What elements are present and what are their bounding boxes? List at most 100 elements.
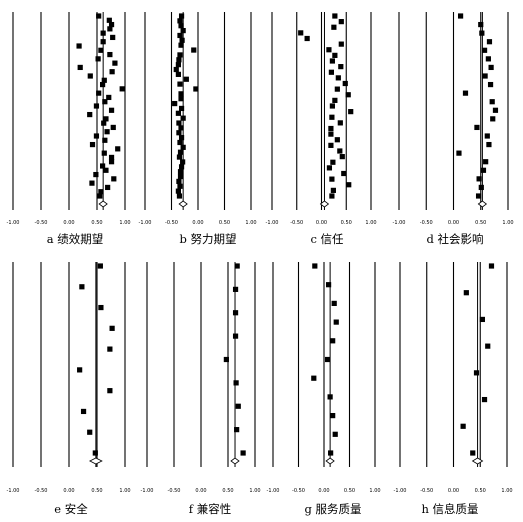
study-marker — [101, 120, 107, 126]
panel-caption: b 努力期望 — [179, 232, 236, 246]
study-marker — [98, 47, 104, 53]
study-marker — [235, 403, 241, 409]
study-marker — [98, 189, 104, 195]
study-marker — [178, 91, 184, 97]
pooled-diamond — [98, 200, 108, 208]
study-marker — [178, 105, 185, 112]
study-marker — [178, 96, 184, 102]
pooled-diamond — [230, 457, 240, 465]
x-tick-label: 0.00 — [448, 220, 459, 226]
panel-caption: f 兼容性 — [189, 502, 231, 516]
study-marker — [331, 24, 337, 30]
x-tick-label: -1.00 — [393, 220, 406, 226]
study-marker — [119, 86, 125, 92]
x-tick-label: 1.00 — [119, 488, 130, 494]
study-marker — [177, 183, 183, 189]
x-tick-label: -0.50 — [290, 220, 303, 226]
study-marker — [106, 17, 112, 23]
study-marker — [329, 103, 335, 109]
study-marker — [333, 319, 339, 325]
study-marker — [101, 150, 107, 156]
study-marker — [324, 356, 331, 363]
study-marker — [173, 66, 179, 73]
study-marker — [481, 396, 488, 403]
study-marker — [104, 129, 110, 135]
study-marker — [332, 97, 338, 103]
study-marker — [335, 75, 341, 81]
study-marker — [332, 13, 338, 19]
study-marker — [331, 300, 337, 306]
x-tick-label: 1.00 — [245, 220, 256, 226]
study-marker — [234, 263, 240, 269]
study-marker — [191, 47, 197, 53]
study-marker — [326, 165, 333, 171]
pooled-diamond — [319, 200, 330, 208]
study-marker — [115, 146, 121, 152]
x-tick-label: -0.50 — [35, 488, 48, 494]
study-marker — [87, 429, 93, 435]
study-marker — [482, 73, 488, 79]
study-marker — [79, 284, 85, 290]
study-marker — [108, 107, 115, 113]
study-marker — [93, 171, 99, 178]
study-marker — [334, 86, 340, 92]
study-marker — [463, 290, 469, 296]
study-marker — [111, 176, 117, 182]
study-marker — [485, 343, 491, 349]
study-marker — [334, 137, 340, 143]
study-marker — [177, 173, 184, 180]
panel-caption: e 安全 — [54, 502, 88, 516]
study-marker — [107, 51, 113, 58]
study-marker — [175, 110, 181, 116]
pooled-diamond — [178, 200, 188, 208]
study-marker — [177, 18, 183, 24]
study-marker — [102, 137, 108, 143]
x-tick-label: 0.00 — [316, 220, 327, 226]
pooled-diamond — [325, 457, 335, 465]
study-marker — [338, 41, 344, 47]
study-marker — [329, 176, 335, 182]
study-marker — [107, 26, 113, 32]
study-marker — [193, 86, 199, 92]
study-marker — [95, 56, 101, 62]
x-tick-label: 0.00 — [195, 488, 206, 494]
study-marker — [474, 124, 480, 131]
x-tick-label: -0.50 — [420, 488, 433, 494]
study-marker — [172, 100, 178, 107]
x-tick-label: 0.50 — [475, 220, 486, 226]
study-marker — [108, 21, 115, 28]
study-marker — [77, 367, 83, 373]
study-marker — [345, 92, 351, 98]
study-marker — [177, 139, 183, 146]
study-marker — [89, 180, 95, 186]
study-marker — [178, 13, 185, 19]
study-marker — [175, 188, 181, 194]
study-marker — [330, 159, 336, 165]
panel-caption: g 服务质量 — [304, 502, 361, 516]
forest-panel-f: -1.00 -0.50 0.00 0.50 1.00 f 兼容性 — [141, 262, 261, 516]
study-marker — [96, 90, 102, 96]
x-tick-label: 0.50 — [91, 488, 102, 494]
study-marker — [325, 282, 332, 288]
study-marker — [178, 23, 184, 29]
study-marker — [96, 13, 102, 19]
study-marker — [176, 120, 182, 126]
study-marker — [330, 338, 336, 344]
x-tick-label: 1.00 — [119, 220, 130, 226]
study-marker — [332, 52, 338, 58]
study-marker — [183, 76, 189, 82]
study-marker — [103, 116, 109, 122]
study-marker — [87, 111, 93, 118]
x-tick-label: 0.50 — [344, 488, 355, 494]
study-marker — [338, 19, 344, 25]
study-marker — [87, 73, 93, 79]
study-marker — [328, 125, 334, 132]
forest-panel-c: -1.00 -0.50 0.00 0.50 1.00 c 信任 — [266, 12, 377, 246]
study-marker — [298, 30, 304, 36]
study-marker — [89, 141, 96, 148]
pooled-diamond — [88, 457, 103, 465]
study-marker — [112, 60, 118, 66]
study-marker — [330, 187, 336, 193]
study-marker — [328, 142, 334, 148]
